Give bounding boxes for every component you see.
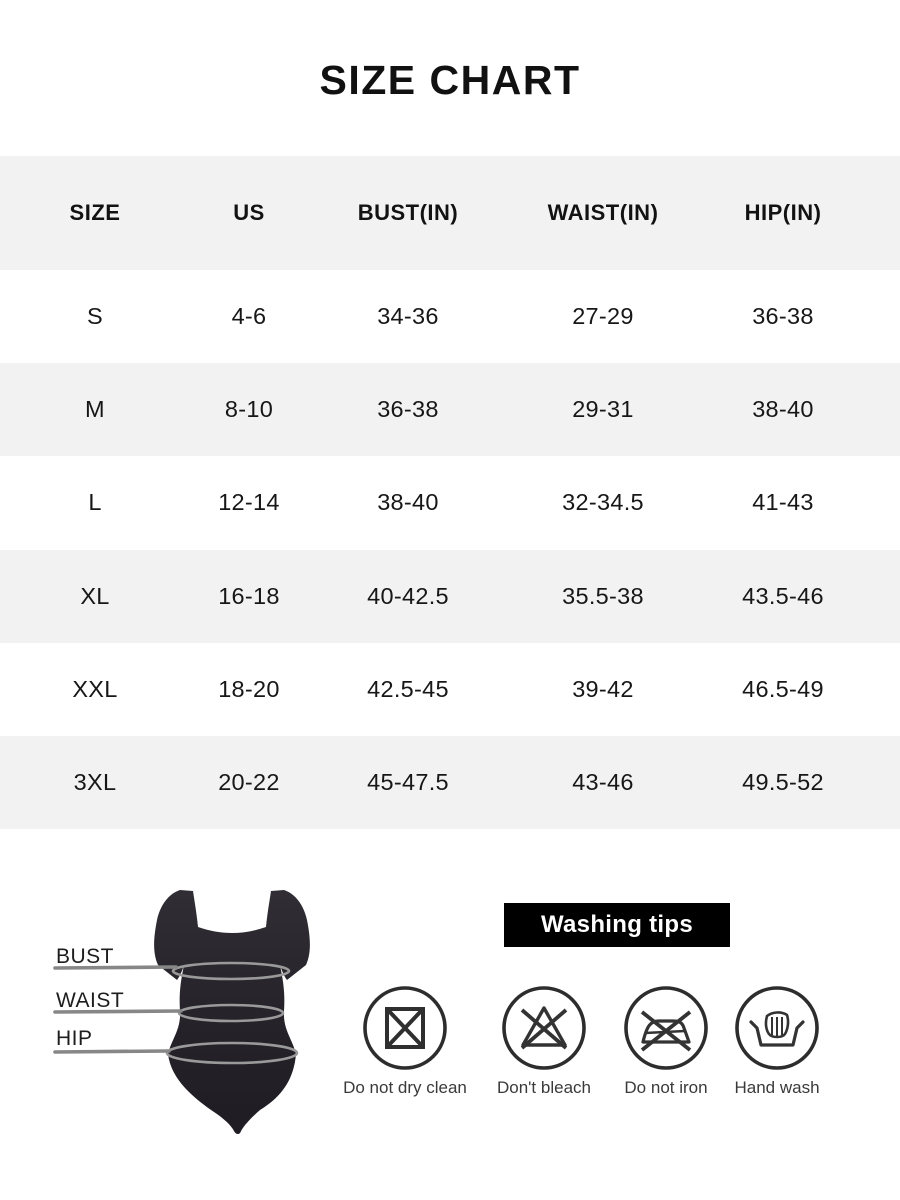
table-header-row: SIZE US BUST(IN) WAIST(IN) HIP(IN) xyxy=(0,156,900,270)
size-table: SIZE US BUST(IN) WAIST(IN) HIP(IN) S 4-6… xyxy=(0,156,900,830)
washing-tips-banner: Washing tips xyxy=(504,903,730,947)
table-row-xxl: XXL 18-20 42.5-45 39-42 46.5-49 xyxy=(0,643,900,736)
cell-bust: 36-38 xyxy=(377,396,439,423)
cell-us: 20-22 xyxy=(218,769,280,796)
care-item-do-not-dry-clean: Do not dry clean xyxy=(335,983,475,1098)
cell-hip: 43.5-46 xyxy=(742,582,824,609)
waist-ring xyxy=(177,1003,285,1023)
bodysuit-shape xyxy=(154,890,310,1134)
cell-us: 18-20 xyxy=(218,675,280,702)
hand-wash-icon xyxy=(735,986,819,1070)
cell-waist: 35.5-38 xyxy=(562,582,644,609)
cell-size: L xyxy=(88,489,102,516)
care-caption: Do not iron xyxy=(624,1078,708,1097)
hip-ring xyxy=(165,1041,299,1065)
header-bust: BUST(IN) xyxy=(357,200,459,225)
care-caption: Do not dry clean xyxy=(343,1078,467,1097)
cell-size: XL xyxy=(80,582,110,609)
cell-waist: 39-42 xyxy=(572,675,634,702)
cell-bust: 42.5-45 xyxy=(367,675,449,702)
cell-hip: 38-40 xyxy=(752,396,814,423)
table-row-m: M 8-10 36-38 29-31 38-40 xyxy=(0,363,900,457)
hip-label: HIP xyxy=(56,1027,93,1050)
cell-us: 8-10 xyxy=(224,396,274,423)
page-title: SIZE CHART xyxy=(319,57,581,103)
cell-bust: 34-36 xyxy=(377,303,439,330)
bust-line xyxy=(53,965,178,970)
cell-hip: 41-43 xyxy=(752,489,814,516)
do-not-iron-icon xyxy=(624,986,708,1070)
cell-waist: 32-34.5 xyxy=(562,489,644,516)
cell-us: 12-14 xyxy=(218,489,280,516)
washing-tips-label: Washing tips xyxy=(540,911,694,938)
cell-us: 16-18 xyxy=(218,582,280,609)
do-not-dry-clean-icon xyxy=(363,986,447,1070)
table-row-s: S 4-6 34-36 27-29 36-38 xyxy=(0,270,900,363)
cell-bust: 38-40 xyxy=(377,489,439,516)
cell-hip: 46.5-49 xyxy=(742,675,824,702)
cell-hip: 36-38 xyxy=(752,303,814,330)
bodysuit-illustration xyxy=(53,890,310,1134)
cell-size: M xyxy=(85,396,105,423)
cell-size: XXL xyxy=(72,675,118,702)
cell-bust: 40-42.5 xyxy=(367,582,449,609)
care-item-hand-wash: Hand wash xyxy=(707,983,847,1098)
care-caption: Don't bleach xyxy=(497,1078,591,1097)
hip-line xyxy=(53,1049,171,1054)
table-row-3xl: 3XL 20-22 45-47.5 43-46 49.5-52 xyxy=(0,735,900,830)
care-item-do-not-iron: Do not iron xyxy=(596,983,736,1098)
cell-waist: 29-31 xyxy=(572,396,634,423)
bust-label: BUST xyxy=(56,945,115,968)
header-waist: WAIST(IN) xyxy=(547,200,659,225)
cell-waist: 27-29 xyxy=(572,303,634,330)
bust-ring xyxy=(171,961,291,981)
header-size: SIZE xyxy=(69,200,121,225)
cell-size: S xyxy=(87,303,103,330)
dont-bleach-icon xyxy=(502,986,586,1070)
header-us: US xyxy=(233,200,265,225)
cell-bust: 45-47.5 xyxy=(367,769,449,796)
care-item-dont-bleach: Don't bleach xyxy=(474,983,614,1098)
header-hip: HIP(IN) xyxy=(744,200,822,225)
waist-label: WAIST xyxy=(56,989,125,1012)
care-caption: Hand wash xyxy=(734,1078,820,1097)
waist-line xyxy=(53,1009,183,1014)
cell-hip: 49.5-52 xyxy=(742,769,824,796)
hand-glyph xyxy=(764,1011,790,1039)
cell-waist: 43-46 xyxy=(572,769,634,796)
cell-us: 4-6 xyxy=(231,303,267,330)
table-row-xl: XL 16-18 40-42.5 35.5-38 43.5-46 xyxy=(0,549,900,643)
cell-size: 3XL xyxy=(73,769,117,796)
table-row-l: L 12-14 38-40 32-34.5 41-43 xyxy=(0,456,900,549)
